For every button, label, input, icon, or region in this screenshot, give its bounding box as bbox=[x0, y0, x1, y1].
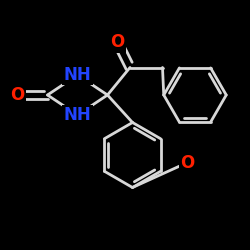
Text: O: O bbox=[180, 154, 194, 172]
Text: NH: NH bbox=[64, 66, 92, 84]
Text: NH: NH bbox=[64, 106, 92, 124]
Text: O: O bbox=[10, 86, 24, 104]
Text: O: O bbox=[110, 34, 124, 52]
